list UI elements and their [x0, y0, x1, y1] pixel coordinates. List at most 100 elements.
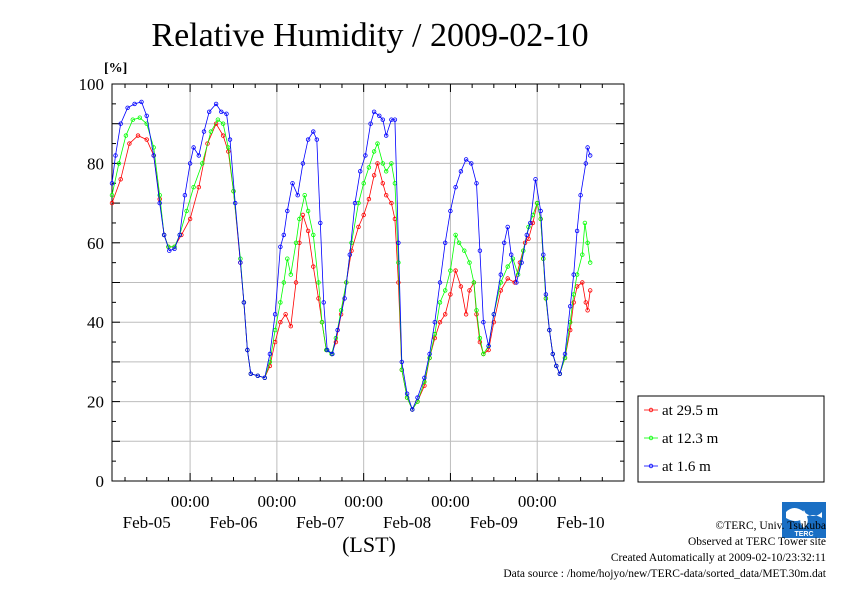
data-point: [443, 288, 448, 293]
data-point: [358, 169, 363, 174]
data-point: [130, 117, 135, 122]
series-2: [109, 99, 593, 412]
data-point: [481, 351, 486, 357]
legend-marker: [648, 407, 654, 413]
data-point: [300, 161, 306, 166]
data-point: [151, 153, 156, 158]
data-point: [547, 327, 552, 333]
data-point: [514, 280, 519, 285]
data-point: [285, 256, 290, 261]
data-point: [443, 312, 448, 317]
data-point: [311, 264, 316, 269]
data-point: [241, 300, 247, 305]
y-axis: 0 20 40 60 80 100: [79, 75, 624, 491]
y-tick-label: 60: [87, 234, 104, 253]
data-point: [330, 351, 335, 357]
y-tick-label: 40: [87, 313, 104, 332]
data-point: [588, 288, 593, 293]
data-point: [477, 248, 483, 253]
data-point: [200, 161, 205, 166]
data-point: [187, 216, 193, 222]
x-day-label: Feb-05: [123, 513, 171, 532]
x-axis-label: (LST): [342, 532, 396, 557]
data-point: [574, 228, 580, 234]
data-point: [588, 260, 593, 265]
data-point: [588, 153, 593, 158]
data-point: [300, 212, 306, 218]
data-point: [238, 260, 243, 265]
data-point: [262, 375, 267, 380]
data-point: [224, 111, 229, 116]
data-point: [568, 327, 573, 333]
terc-logo: TERC: [782, 502, 826, 538]
data-point: [288, 272, 293, 277]
data-point: [481, 320, 486, 325]
data-point: [392, 117, 398, 122]
data-point: [325, 347, 330, 353]
data-point: [502, 240, 507, 245]
data-point: [213, 121, 219, 126]
data-point: [184, 208, 189, 214]
data-point: [422, 375, 427, 380]
x-day-label: Feb-07: [296, 513, 345, 532]
data-point: [347, 252, 352, 257]
data-point: [571, 272, 576, 277]
data-point: [505, 264, 510, 269]
grid-lines: [112, 84, 624, 481]
data-point: [349, 248, 354, 253]
data-point: [458, 169, 464, 174]
x-day-label: Feb-09: [470, 513, 518, 532]
data-point: [363, 153, 368, 158]
data-point: [448, 268, 453, 273]
data-point: [505, 276, 510, 281]
data-point: [498, 272, 503, 277]
data-point: [278, 244, 283, 249]
data-point: [505, 224, 510, 230]
data-point: [528, 220, 533, 226]
data-point: [267, 351, 273, 357]
data-point: [509, 252, 514, 257]
chart-title: Relative Humidity / 2009-02-10: [151, 17, 588, 54]
data-point: [437, 280, 443, 285]
data-point: [474, 308, 479, 313]
data-point: [278, 320, 283, 325]
data-point: [132, 101, 137, 107]
legend-box: [637, 395, 825, 483]
data-point: [396, 240, 401, 245]
data-point: [526, 236, 531, 241]
data-point: [232, 200, 238, 206]
x-tick-label: 00:00: [258, 492, 297, 511]
data-point: [463, 312, 469, 317]
data-point: [187, 161, 193, 166]
data-point: [384, 192, 389, 198]
data-point: [255, 373, 260, 378]
data-point: [437, 320, 443, 325]
data-point: [585, 240, 590, 245]
data-point: [384, 169, 389, 174]
data-point: [498, 280, 503, 285]
data-point: [462, 248, 467, 253]
data-point: [467, 260, 472, 265]
data-point: [533, 177, 538, 182]
data-point: [585, 308, 590, 313]
data-point: [297, 216, 302, 222]
data-point: [116, 161, 122, 166]
data-point: [384, 133, 389, 138]
data-point: [371, 149, 377, 154]
legend: at 29.5 m at 12.3 m at 1.6 m: [637, 395, 825, 483]
data-point: [571, 300, 576, 305]
data-point: [389, 161, 394, 166]
data-point: [281, 280, 286, 285]
data-point: [352, 200, 358, 206]
legend-label: at 12.3 m: [662, 431, 719, 447]
data-point: [458, 284, 464, 289]
data-point: [380, 117, 385, 122]
footer-observed: Observed at TERC Tower site: [687, 536, 826, 548]
data-point: [427, 351, 432, 357]
data-point: [272, 312, 278, 317]
data-point: [305, 208, 311, 214]
data-point: [396, 260, 401, 265]
data-point: [538, 208, 543, 214]
data-point: [541, 252, 546, 257]
data-point: [557, 371, 562, 376]
